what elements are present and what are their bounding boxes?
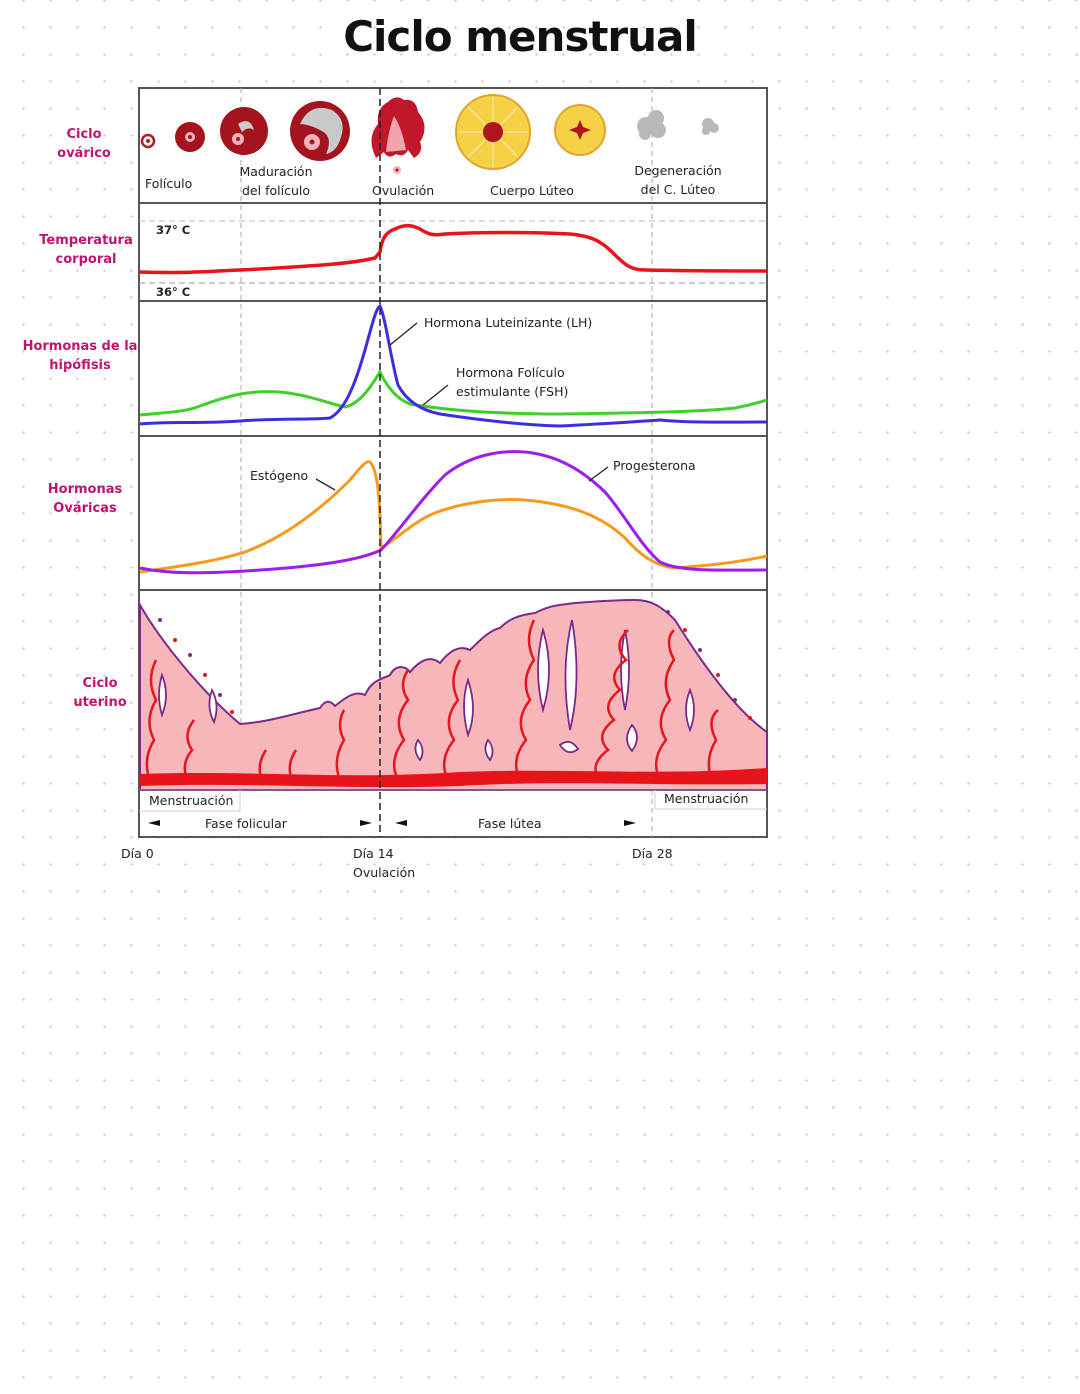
row-label-pituitary: Hormonas de la hipófisis	[20, 337, 140, 375]
spiral-arteries	[145, 619, 719, 781]
fsh-curve	[139, 368, 768, 417]
temperature-curve	[139, 223, 768, 275]
label-line: Ciclo	[66, 127, 102, 142]
page-title: Ciclo menstrual	[343, 12, 698, 61]
luteal-phase-label: Fase lútea	[478, 816, 542, 831]
stage-ovulation: Ovulación	[372, 183, 435, 198]
label-line: Hormona Folículo	[456, 365, 565, 380]
follicular-phase-label: Fase folicular	[205, 816, 287, 831]
temp-36-label: 36° C	[156, 285, 191, 299]
progesterone-label: Progesterona	[613, 458, 696, 473]
stage-maturation: Maduración del folículo	[226, 162, 326, 200]
label-line: del folículo	[242, 183, 310, 198]
label-line: estimulante (FSH)	[456, 384, 569, 399]
estrogen-curve	[139, 460, 768, 574]
label-line: corporal	[55, 252, 117, 267]
shedding-debris	[158, 610, 752, 720]
endometrial-glands	[158, 619, 695, 762]
day-28-label: Día 28	[632, 846, 673, 861]
row-label-ovarian-cycle: Ciclo ovárico	[44, 125, 124, 163]
estrogen-leader-line	[315, 478, 336, 491]
row-label-ovarian-hormones: Hormonas Ováricas	[40, 480, 130, 518]
label-line: Ováricas	[53, 501, 117, 516]
stage-degeneration: Degeneración del C. Lúteo	[626, 161, 730, 199]
endometrium	[139, 598, 768, 791]
lh-label: Hormona Luteinizante (LH)	[424, 315, 593, 330]
day-14-label: Día 14 Ovulación	[353, 844, 415, 882]
label-line: Ciclo	[82, 676, 118, 691]
label-line: del C. Lúteo	[640, 182, 716, 197]
lh-curve	[139, 303, 768, 428]
row-label-uterine: Ciclo uterino	[60, 674, 140, 712]
basal-layer	[140, 768, 767, 788]
menstruation-box	[139, 790, 241, 812]
lh-leader-line	[389, 322, 418, 346]
progesterone-curve	[139, 450, 768, 575]
label-line: Maduración	[239, 164, 313, 179]
label-line: ovárico	[57, 146, 111, 161]
menstruation-box	[654, 790, 767, 810]
label-line: uterino	[73, 695, 127, 710]
stage-follicle: Folículo	[145, 176, 193, 191]
menstruation-end-label: Menstruación	[664, 791, 749, 806]
ovulation-icon	[371, 97, 425, 174]
fsh-leader-line	[422, 384, 449, 406]
label-line: Hormonas	[47, 482, 123, 497]
label-line: Degeneración	[634, 163, 722, 178]
corpus-luteum-icons	[455, 94, 606, 170]
label-line: Hormonas de la	[22, 339, 138, 354]
degeneration-icons	[637, 110, 719, 140]
phase-arrows	[148, 820, 636, 826]
stage-corpus-luteum: Cuerpo Lúteo	[490, 183, 574, 198]
follicle-icons	[140, 101, 350, 161]
label-line: Ovulación	[353, 865, 416, 880]
progesterone-leader-line	[588, 466, 609, 482]
label-line: Día 14	[353, 846, 394, 861]
menstruation-start-label: Menstruación	[149, 793, 234, 808]
day-0-label: Día 0	[121, 846, 154, 861]
label-line: Temperatura	[39, 233, 133, 248]
fsh-label: Hormona Folículo estimulante (FSH)	[456, 363, 568, 401]
temp-37-label: 37° C	[156, 223, 191, 237]
row-label-temperature: Temperatura corporal	[32, 231, 140, 269]
estrogen-label: Estógeno	[250, 468, 309, 483]
label-line: hipófisis	[49, 358, 111, 373]
panel-dividers	[139, 202, 767, 591]
